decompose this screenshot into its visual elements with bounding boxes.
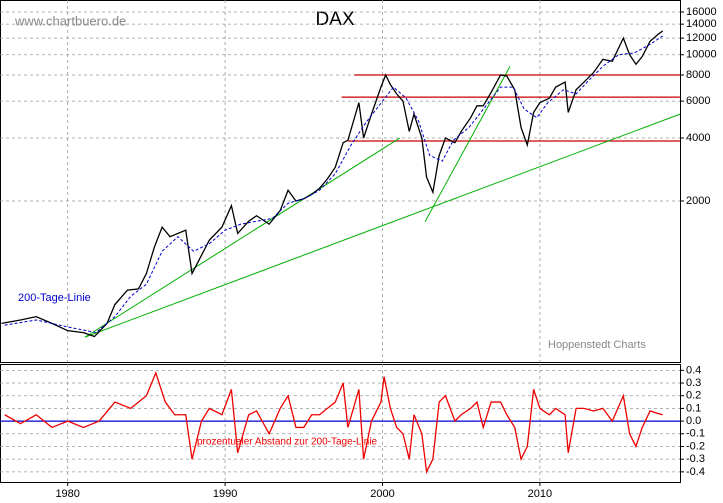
y-tick-label: 0.1 (686, 402, 701, 414)
y-tick-label: -0.1 (686, 428, 705, 440)
y-tick-label: 0.3 (686, 377, 701, 389)
y-tick-label: 10000 (686, 49, 717, 61)
series-label: 200-Tage-Linie (18, 292, 91, 304)
y-tick-label: 8000 (686, 69, 710, 81)
trend-line (84, 113, 681, 338)
x-tick-label: 1990 (213, 488, 237, 500)
y-tick-label: 0.4 (686, 364, 701, 376)
y-tick-label: 0.0 (686, 415, 701, 427)
panel-frame (0, 0, 681, 363)
x-tick-label: 2010 (528, 488, 552, 500)
y-tick-label: 14000 (686, 18, 717, 30)
trend-line (424, 66, 511, 223)
source-note: Hoppenstedt Charts (548, 339, 646, 351)
y-tick-label: 2000 (686, 195, 710, 207)
panel-frame (0, 364, 681, 483)
y-tick-label: 0.2 (686, 390, 701, 402)
watermark: www.chartbuero.de (14, 13, 126, 28)
x-tick-label: 1980 (55, 488, 79, 500)
trend-line (84, 137, 401, 338)
y-tick-label: -0.4 (686, 466, 705, 478)
chart-title: DAX (315, 9, 354, 30)
y-tick-label: 12000 (686, 32, 717, 44)
series-line (4, 35, 663, 334)
series-label: prozentualer Abstand zur 200-Tage-Linie (197, 437, 378, 448)
y-tick-label: -0.2 (686, 440, 705, 452)
series-line (1, 30, 664, 338)
x-tick-label: 2000 (370, 488, 394, 500)
series-line (4, 370, 663, 475)
y-tick-label: 6000 (686, 95, 710, 107)
y-tick-label: 16000 (686, 6, 717, 18)
y-tick-label: 4000 (686, 132, 710, 144)
y-tick-label: -0.3 (686, 453, 705, 465)
